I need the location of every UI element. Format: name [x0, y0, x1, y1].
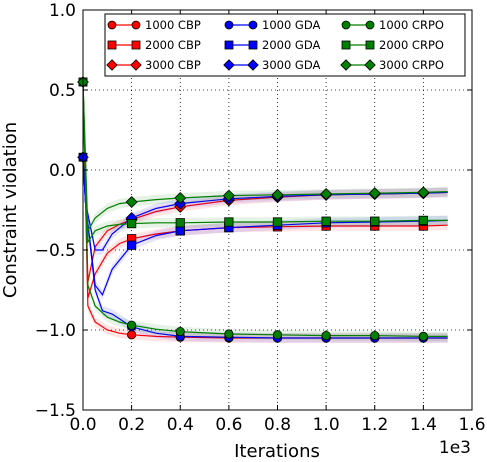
series-marker-3000-crpo: [320, 187, 333, 201]
series-marker-2000-crpo: [370, 216, 380, 226]
series-marker-1000-crpo: [224, 329, 234, 339]
series-line-3000-gda: [82, 157, 448, 251]
legend-label-3000-cbp: 3000 CBP: [145, 58, 201, 72]
y-tick-label: −1.5: [35, 401, 76, 421]
series-marker-1000-cbp: [127, 330, 137, 340]
series-marker-3000-crpo: [417, 186, 430, 199]
legend-marker-2000-cbp: [131, 40, 141, 50]
series-marker-2000-crpo: [418, 215, 428, 225]
y-tick-label: −1.0: [35, 321, 76, 341]
x-tick-label: 0.0: [69, 415, 96, 435]
legend-label-3000-crpo: 3000 CRPO: [379, 58, 444, 72]
series-marker-1000-crpo: [418, 331, 428, 341]
legend-label-1000-cbp: 1000 CBP: [145, 18, 201, 32]
series-marker-2000-gda: [175, 226, 185, 236]
y-tick-label: 1.0: [49, 1, 76, 21]
series-marker-3000-crpo: [271, 188, 284, 201]
x-tick-label: 1.4: [410, 415, 437, 435]
series-marker-1000-crpo: [272, 330, 283, 340]
x-tick-label: 1.2: [361, 415, 388, 435]
legend-marker-1000-crpo: [365, 20, 375, 30]
legend-label-1000-crpo: 1000 CRPO: [379, 18, 444, 32]
x-tick-label: 0.6: [215, 415, 242, 435]
series-marker-1000-crpo: [175, 326, 185, 337]
series-marker-2000-gda: [127, 240, 137, 250]
legend-marker-1000-gda: [224, 20, 234, 30]
series-marker-2000-crpo: [127, 218, 137, 229]
legend-label-2000-gda: 2000 GDA: [262, 38, 320, 52]
x-tick-label: 0.2: [118, 415, 145, 435]
x-tick-label: 1.6: [458, 415, 485, 435]
series-markers: [77, 76, 430, 343]
legend-box: [104, 13, 466, 77]
legend-marker-3000-crpo: [364, 59, 376, 71]
x-tick-label: 0.4: [167, 415, 194, 435]
legend-marker-3000-crpo: [340, 59, 352, 71]
legend-marker-2000-crpo: [365, 40, 375, 50]
series-band-1000-cbp: [83, 77, 448, 343]
legend-marker-1000-crpo: [341, 20, 351, 30]
series-band-3000-cbp: [83, 77, 448, 287]
y-tick-label: −0.5: [35, 241, 76, 261]
series-marker-3000-crpo: [222, 189, 235, 202]
axis-ticks: 0.0 0.2 0.4 0.6 0.8 1.0 1.2 1.4 1.6 1.0 0.5 0.0 −0.5…: [35, 1, 486, 435]
legend-label-3000-gda: 3000 GDA: [262, 58, 320, 72]
series-marker-3000-crpo: [174, 191, 187, 205]
series-line-2000-cbp: [82, 81, 448, 299]
legend-marker-2000-cbp: [107, 40, 117, 50]
legend-marker-2000-gda: [248, 40, 258, 50]
series-marker-2000-crpo: [272, 217, 283, 227]
series-marker-3000-crpo: [125, 195, 138, 209]
series-marker-1000-crpo: [370, 330, 380, 341]
legend-marker-2000-gda: [224, 40, 234, 50]
series-marker-2000-crpo: [224, 217, 234, 227]
legend-label-1000-gda: 1000 GDA: [262, 18, 320, 32]
series-band-3000-gda: [83, 152, 448, 255]
y-tick-label: 0.0: [49, 161, 76, 181]
series-band-1000-crpo: [83, 77, 448, 342]
legend-label-2000-crpo: 2000 CRPO: [379, 38, 444, 52]
series-band-3000-crpo: [83, 77, 448, 236]
legend-marker-2000-crpo: [341, 40, 351, 50]
series-marker-1000-crpo: [127, 320, 137, 330]
series-line-3000-cbp: [82, 81, 448, 283]
series-line-1000-gda: [82, 157, 448, 339]
y-tick-label: 0.5: [49, 81, 76, 101]
series-line-2000-crpo: [82, 81, 448, 244]
series-marker-2000-crpo: [321, 216, 331, 226]
legend-marker-3000-cbp: [106, 59, 118, 71]
legend: 1000 CBP 2000 CBP 3000 CBP 1000 GDA 2000 GDA…: [104, 13, 466, 77]
series-marker-1000-crpo: [321, 330, 331, 341]
series-line-1000-crpo: [82, 81, 448, 337]
x-axis-multiplier: 1e3: [439, 438, 471, 458]
legend-marker-3000-gda: [247, 59, 259, 71]
legend-marker-3000-gda: [223, 59, 235, 71]
legend-marker-1000-gda: [248, 20, 258, 30]
x-axis-label: Iterations: [234, 441, 320, 462]
x-tick-label: 0.8: [264, 415, 291, 435]
x-tick-label: 1.0: [313, 415, 340, 435]
series-line-3000-crpo: [82, 81, 448, 233]
series-line-1000-cbp: [82, 81, 448, 339]
legend-marker-1000-cbp: [107, 20, 117, 30]
legend-marker-3000-cbp: [130, 59, 142, 71]
series-lines: [82, 77, 448, 343]
legend-marker-1000-cbp: [131, 20, 141, 30]
y-axis-label: Constraint violation: [0, 122, 21, 298]
series-line-2000-gda: [82, 157, 448, 297]
series-marker-3000-crpo: [368, 187, 381, 200]
series-marker-2000-crpo: [175, 218, 185, 228]
legend-label-2000-cbp: 2000 CBP: [145, 38, 201, 52]
